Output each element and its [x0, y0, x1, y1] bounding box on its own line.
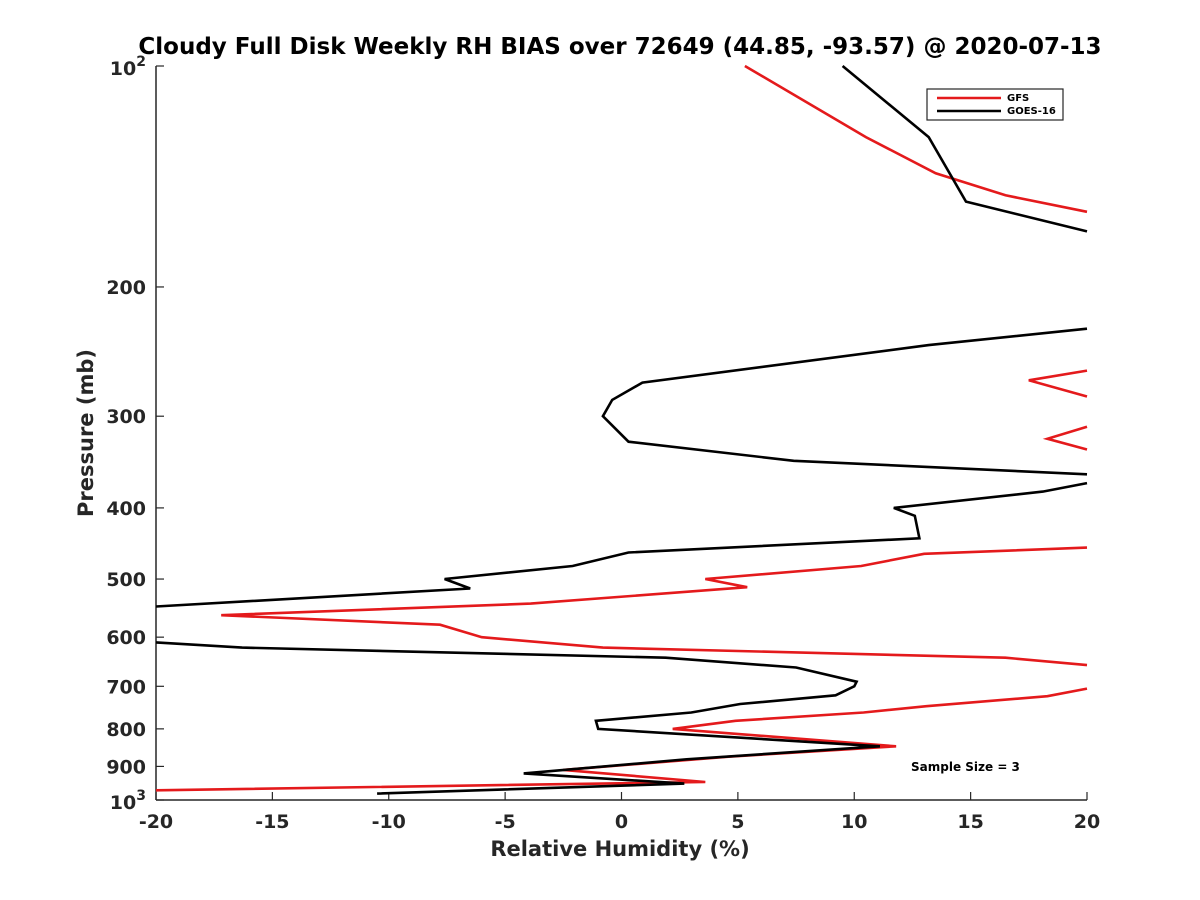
x-tick-label: -5: [495, 811, 516, 833]
series-line-segment: [221, 546, 1088, 667]
series-line-segment: [744, 64, 1088, 214]
y-tick-label: 200: [106, 277, 146, 299]
legend-label-gfs: GFS: [1007, 93, 1029, 104]
x-axis-label: Relative Humidity (%): [490, 837, 749, 861]
x-tick-label: 10: [841, 811, 867, 833]
y-tick-exponent: 2: [136, 54, 146, 70]
series-line-segment: [601, 327, 1088, 476]
y-axis-label: Pressure (mb): [74, 349, 98, 517]
y-tick-exponent: 3: [136, 788, 146, 804]
x-tick-label: 5: [731, 811, 744, 833]
y-tick-base: 10: [110, 792, 136, 814]
sample-size-note: Sample Size = 3: [911, 760, 1020, 774]
legend-box: [926, 88, 1064, 121]
y-tick-label: 900: [106, 756, 146, 778]
y-tick-base: 10: [110, 58, 136, 80]
series-line-segment: [155, 481, 1088, 608]
y-tick-label: 800: [106, 719, 146, 741]
series-line-segment: [1042, 425, 1088, 451]
x-tick-label: -10: [372, 811, 406, 833]
series-line-segment: [155, 687, 1088, 792]
x-tick-label: -20: [139, 811, 173, 833]
x-tick-label: 15: [957, 811, 983, 833]
y-tick-label-power: 102: [110, 54, 146, 80]
legend-label-goes16: GOES-16: [1007, 106, 1056, 117]
y-tick-label-power: 103: [110, 788, 146, 814]
y-tick-label: 700: [106, 676, 146, 698]
series-line-segment: [841, 64, 1088, 233]
legend: GFS GOES-16: [926, 88, 1064, 121]
series-line-segment: [1028, 369, 1088, 398]
y-tick-label: 300: [106, 406, 146, 428]
y-tick-label: 500: [106, 569, 146, 591]
y-tick-label: 400: [106, 498, 146, 520]
chart-title: Cloudy Full Disk Weekly RH BIAS over 726…: [138, 34, 1101, 60]
series-goes16: [155, 64, 1088, 795]
series-lines: [155, 64, 1088, 795]
x-tick-label: 0: [615, 811, 628, 833]
y-tick-label: 600: [106, 627, 146, 649]
series-gfs: [155, 64, 1088, 792]
x-ticks: -20 -15 -10 -5 0 5 10 15 20: [139, 792, 1100, 833]
series-line-segment: [155, 641, 880, 795]
x-tick-label: -15: [255, 811, 289, 833]
x-tick-label: 20: [1074, 811, 1100, 833]
